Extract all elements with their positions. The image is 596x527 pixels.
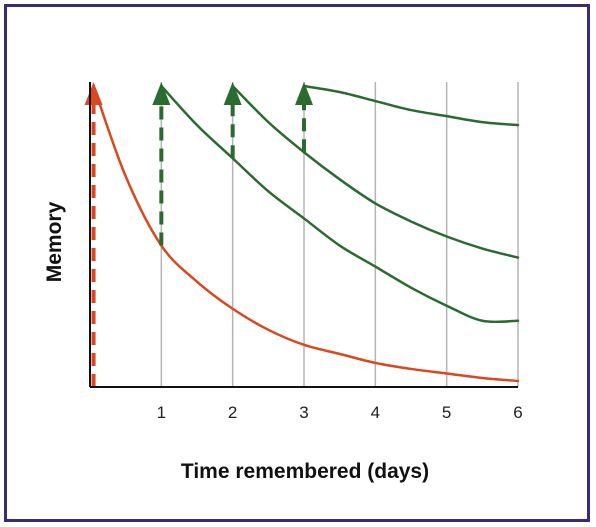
curves: [92, 84, 520, 383]
review-arrow-head-3: [223, 82, 242, 105]
x-tick-label-6: 6: [513, 403, 522, 422]
y-axis-label: Memory: [43, 201, 66, 282]
curve-3: [231, 84, 520, 259]
review-arrow-2: [152, 82, 171, 246]
x-tick-label-4: 4: [371, 403, 380, 422]
x-axis-label: Time remembered (days): [181, 460, 429, 483]
x-tick-label-1: 1: [157, 403, 166, 422]
x-tick-labels: 1 2 3 4 5 6: [157, 403, 523, 422]
curve-1: [92, 84, 520, 383]
axes: [89, 82, 518, 388]
chart-frame: [4, 4, 590, 522]
review-arrow-head-2: [152, 82, 171, 105]
x-tick-label-2: 2: [228, 403, 237, 422]
review-arrow-3: [223, 82, 242, 159]
review-arrow-head-4: [295, 82, 313, 105]
review-arrow-4: [295, 82, 313, 153]
x-tick-label-5: 5: [442, 403, 451, 422]
curve-2: [160, 84, 520, 324]
review-arrow-head-1: [84, 82, 103, 105]
review-arrow-1: [84, 82, 103, 387]
x-tick-label-3: 3: [299, 403, 308, 422]
grid-lines: [160, 82, 519, 387]
curve-4: [302, 84, 520, 127]
